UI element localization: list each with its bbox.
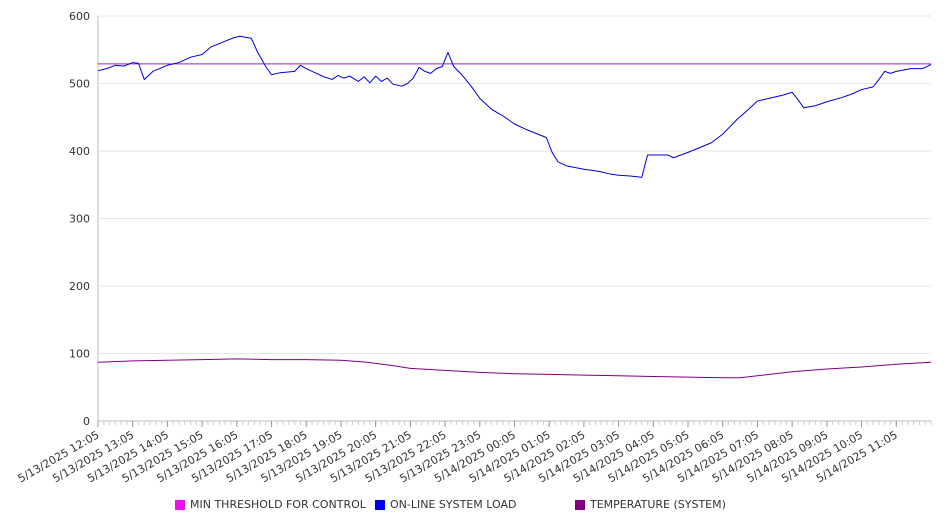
legend-swatch bbox=[575, 499, 585, 510]
y-tick-label: 600 bbox=[69, 10, 90, 23]
legend-label: ON-LINE SYSTEM LOAD bbox=[390, 498, 517, 511]
y-tick-label: 300 bbox=[69, 213, 90, 226]
y-tick-label: 0 bbox=[83, 415, 90, 428]
axes bbox=[97, 16, 932, 427]
y-tick-label: 400 bbox=[69, 145, 90, 158]
y-tick-label: 100 bbox=[69, 348, 90, 361]
legend-item: MIN THRESHOLD FOR CONTROL bbox=[175, 498, 366, 511]
legend-swatch bbox=[375, 499, 385, 510]
y-tick-labels: 0 100 200 300 400 500 600 bbox=[69, 10, 90, 428]
legend-item: ON-LINE SYSTEM LOAD bbox=[375, 498, 516, 511]
x-tick-labels: 5/13/2025 12:055/13/2025 13:055/13/2025 … bbox=[16, 428, 900, 485]
series-line-on-line-system-load bbox=[97, 35, 932, 178]
series-line-temperature-system bbox=[97, 358, 932, 379]
legend-item: TEMPERATURE (SYSTEM) bbox=[575, 498, 726, 511]
line-chart: 0 100 200 300 400 500 600 5/13/2025 12:055/13/… bbox=[16, 10, 932, 485]
legend-label: TEMPERATURE (SYSTEM) bbox=[590, 498, 726, 511]
y-tick-label: 200 bbox=[69, 280, 90, 293]
series-lines bbox=[97, 35, 932, 379]
legend-label: MIN THRESHOLD FOR CONTROL bbox=[190, 498, 366, 511]
chart-legend: MIN THRESHOLD FOR CONTROL ON-LINE SYSTEM … bbox=[0, 498, 946, 514]
y-tick-label: 500 bbox=[69, 78, 90, 91]
legend-swatch bbox=[175, 499, 185, 510]
grid-lines bbox=[98, 15, 931, 354]
